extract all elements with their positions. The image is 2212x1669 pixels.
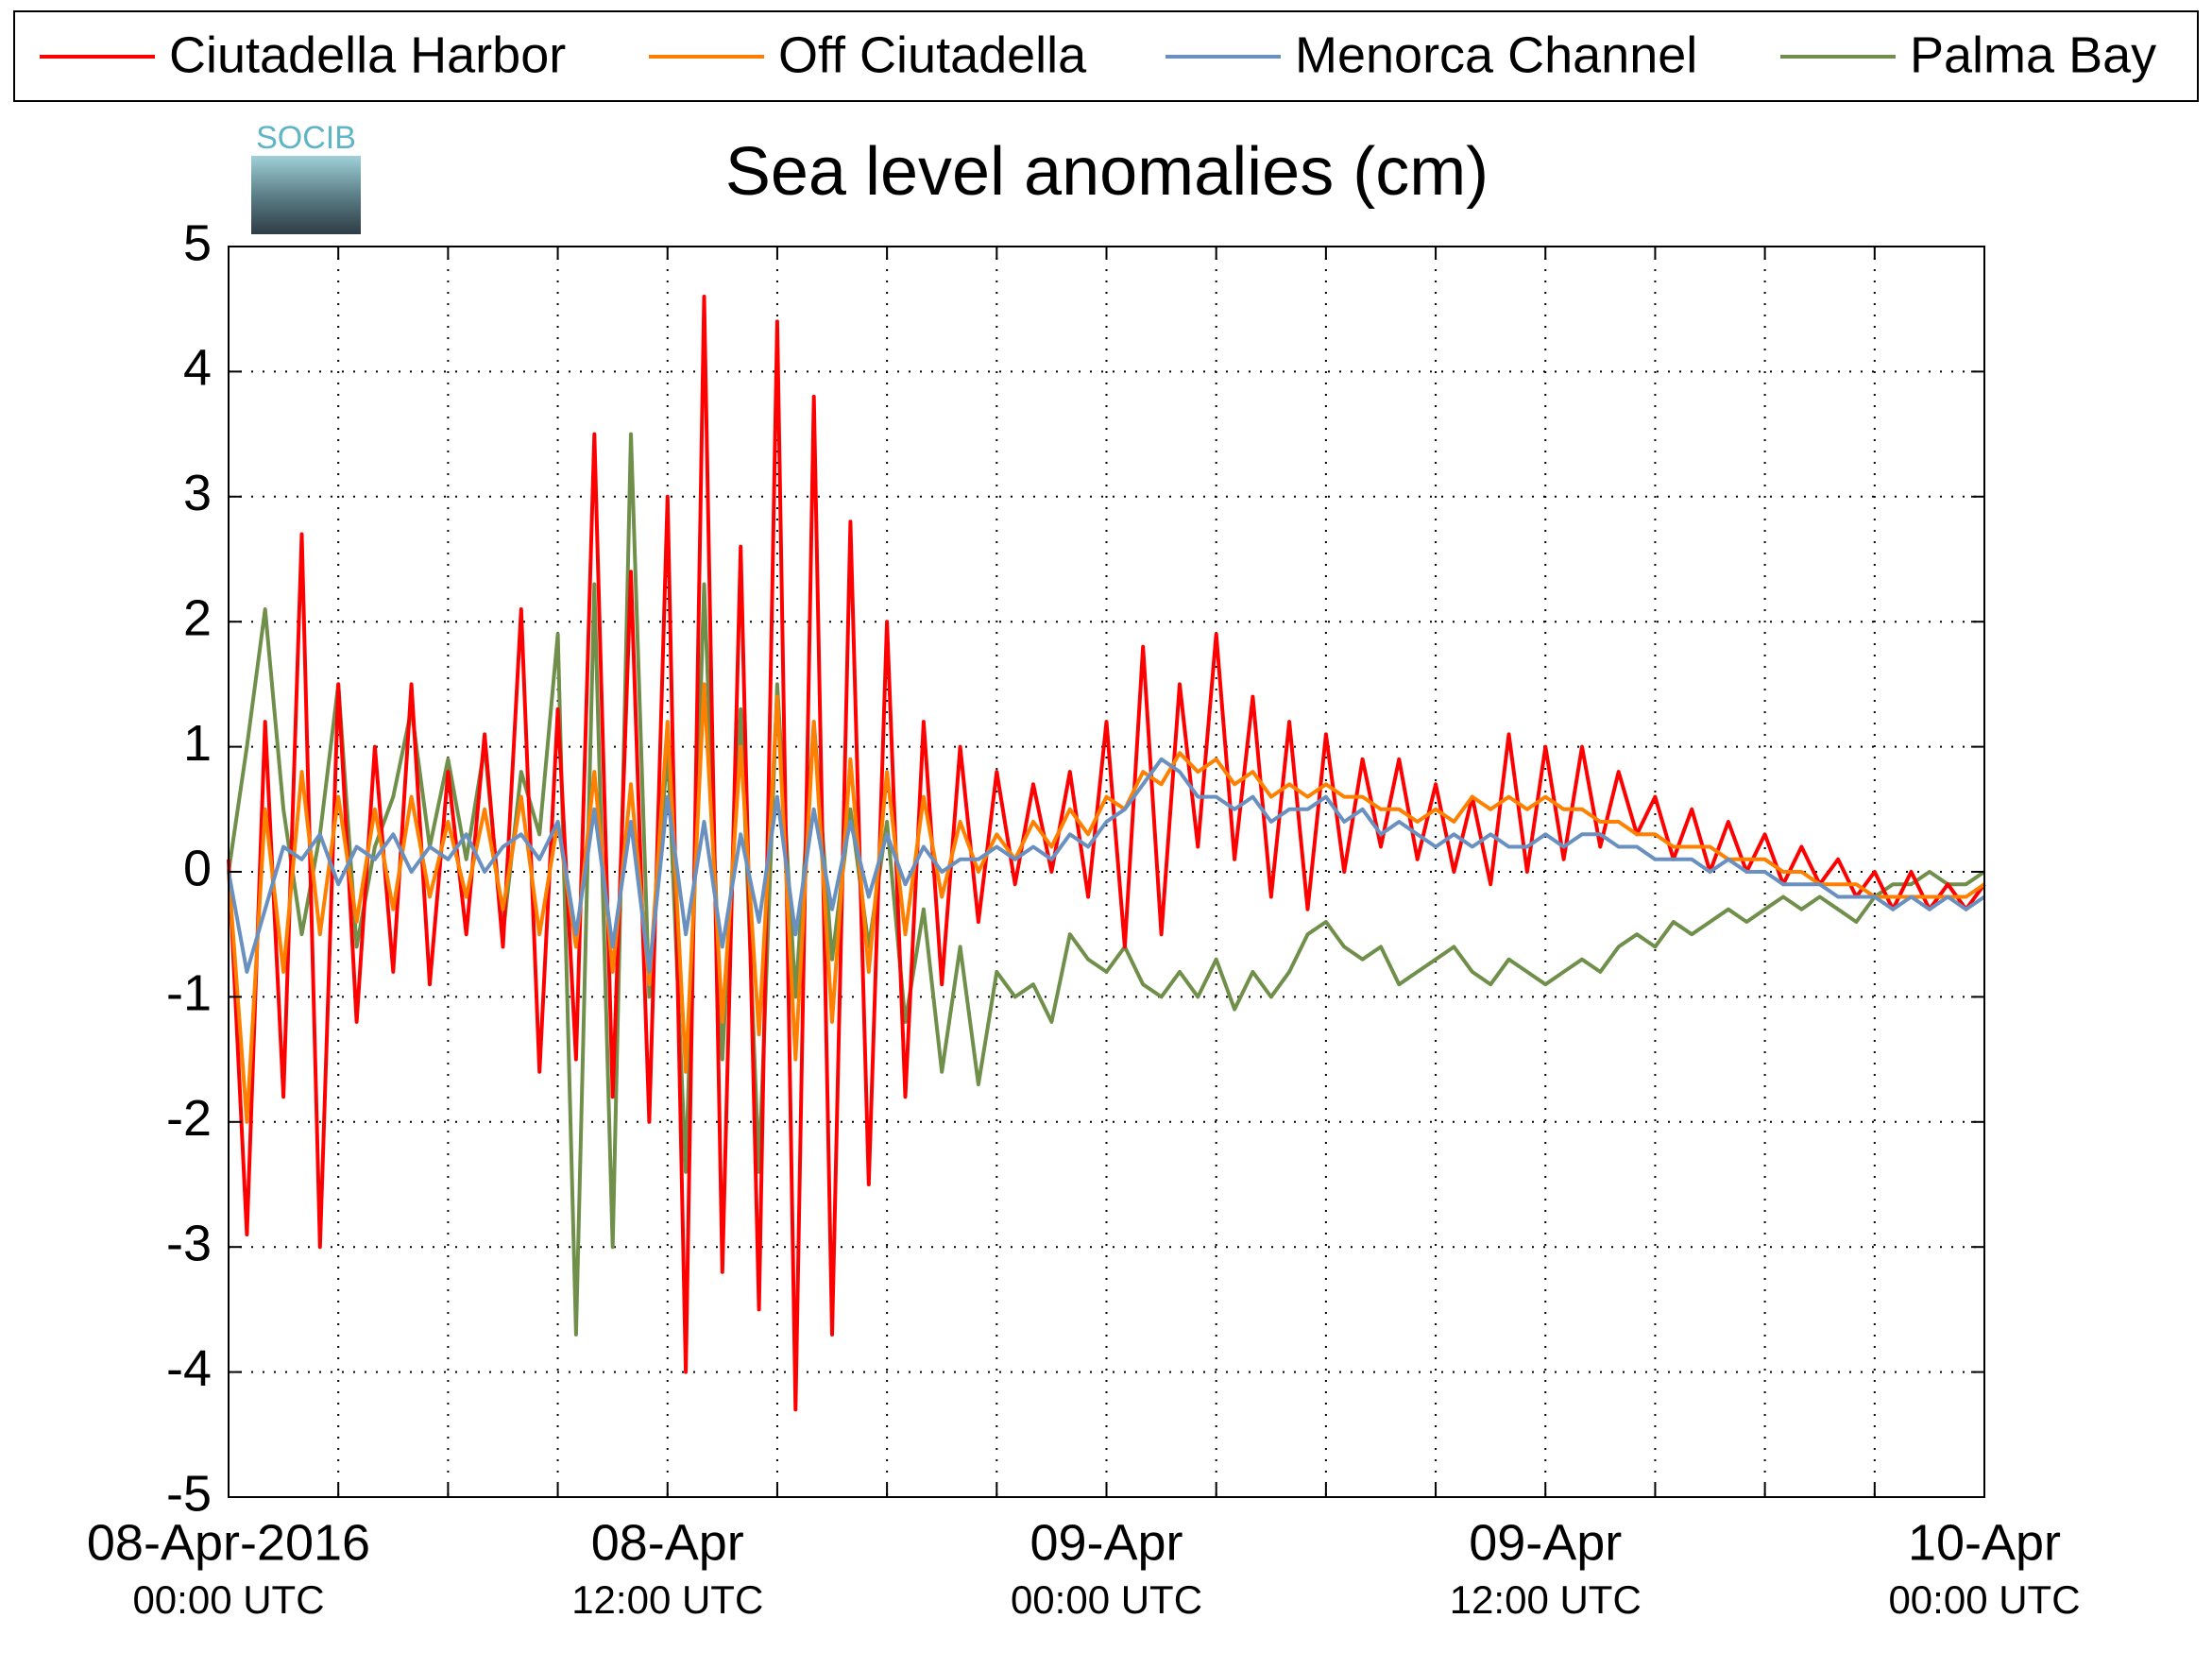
legend-label: Off Ciutadella bbox=[778, 26, 1087, 83]
y-tick-label: -4 bbox=[166, 1340, 212, 1397]
plot-lines bbox=[227, 295, 1986, 1412]
x-tick-label: 09-Apr bbox=[1029, 1514, 1183, 1571]
x-tick-label: 10-Apr bbox=[1908, 1514, 2061, 1571]
legend: Ciutadella Harbor Off Ciutadella Menorca C… bbox=[13, 10, 2199, 102]
y-tick-label: -3 bbox=[166, 1215, 212, 1271]
axes: -5 -4 -3 -2 -1 0 1 2 3 4 5 08-Apr-2016 00:00 UTC 08-A… bbox=[87, 214, 2081, 1622]
chart-title: Sea level anomalies (cm) bbox=[725, 134, 1489, 210]
series-line bbox=[227, 295, 1986, 1412]
legend-label: Menorca Channel bbox=[1295, 26, 1697, 83]
x-tick-sublabel: 12:00 UTC bbox=[571, 1577, 763, 1622]
y-tick-label: 0 bbox=[183, 840, 212, 896]
x-tick-label: 09-Apr bbox=[1469, 1514, 1622, 1571]
y-tick-label: -5 bbox=[166, 1465, 212, 1522]
logo-text: SOCIB bbox=[256, 120, 356, 156]
x-tick-sublabel: 12:00 UTC bbox=[1450, 1577, 1642, 1622]
x-tick-sublabel: 00:00 UTC bbox=[1888, 1577, 2080, 1622]
y-tick-label: 2 bbox=[183, 589, 212, 646]
y-tick-label: -2 bbox=[166, 1090, 212, 1147]
logo: SOCIB bbox=[251, 120, 361, 234]
x-tick-label: 08-Apr bbox=[591, 1514, 744, 1571]
y-tick-label: 1 bbox=[183, 715, 212, 772]
x-tick-sublabel: 00:00 UTC bbox=[132, 1577, 324, 1622]
x-tick-label: 08-Apr-2016 bbox=[87, 1514, 370, 1571]
grid bbox=[228, 246, 1985, 1498]
logo-image bbox=[251, 156, 361, 234]
y-tick-label: 5 bbox=[183, 214, 212, 271]
series-line bbox=[227, 757, 1986, 974]
series-line bbox=[227, 432, 1986, 1337]
legend-label: Palma Bay bbox=[1910, 26, 2156, 83]
y-tick-label: -1 bbox=[166, 965, 212, 1022]
y-tick-label: 4 bbox=[183, 340, 212, 397]
series-line bbox=[227, 682, 1986, 1124]
legend-label: Ciutadella Harbor bbox=[169, 26, 566, 83]
x-tick-sublabel: 00:00 UTC bbox=[1011, 1577, 1202, 1622]
y-tick-label: 3 bbox=[183, 465, 212, 521]
